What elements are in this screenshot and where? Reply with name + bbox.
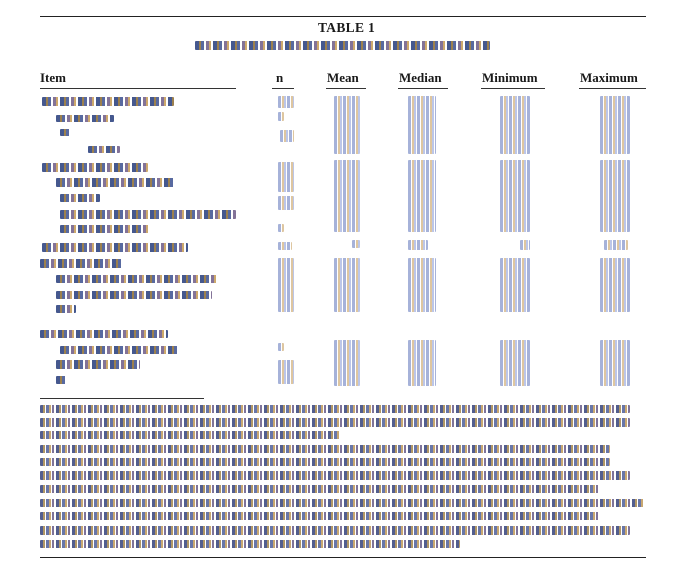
column-header-median: Median xyxy=(399,70,442,85)
median-header-underline xyxy=(398,88,448,89)
column-header-maximum: Maximum xyxy=(580,70,638,85)
table-subtitle-illegible xyxy=(180,39,510,51)
top-rule xyxy=(40,16,646,17)
column-header-minimum: Minimum xyxy=(482,70,538,85)
column-header-item: Item xyxy=(40,70,66,85)
minimum-header-underline xyxy=(481,88,545,89)
bottom-rule xyxy=(40,557,646,558)
column-header-mean: Mean xyxy=(327,70,359,85)
footnote-separator xyxy=(40,398,204,399)
n-header-underline xyxy=(272,88,294,89)
maximum-header-underline xyxy=(579,88,646,89)
mean-header-underline xyxy=(326,88,366,89)
column-header-n: n xyxy=(276,70,284,85)
table-title: TABLE 1 xyxy=(318,20,375,35)
item-header-underline xyxy=(40,88,236,89)
